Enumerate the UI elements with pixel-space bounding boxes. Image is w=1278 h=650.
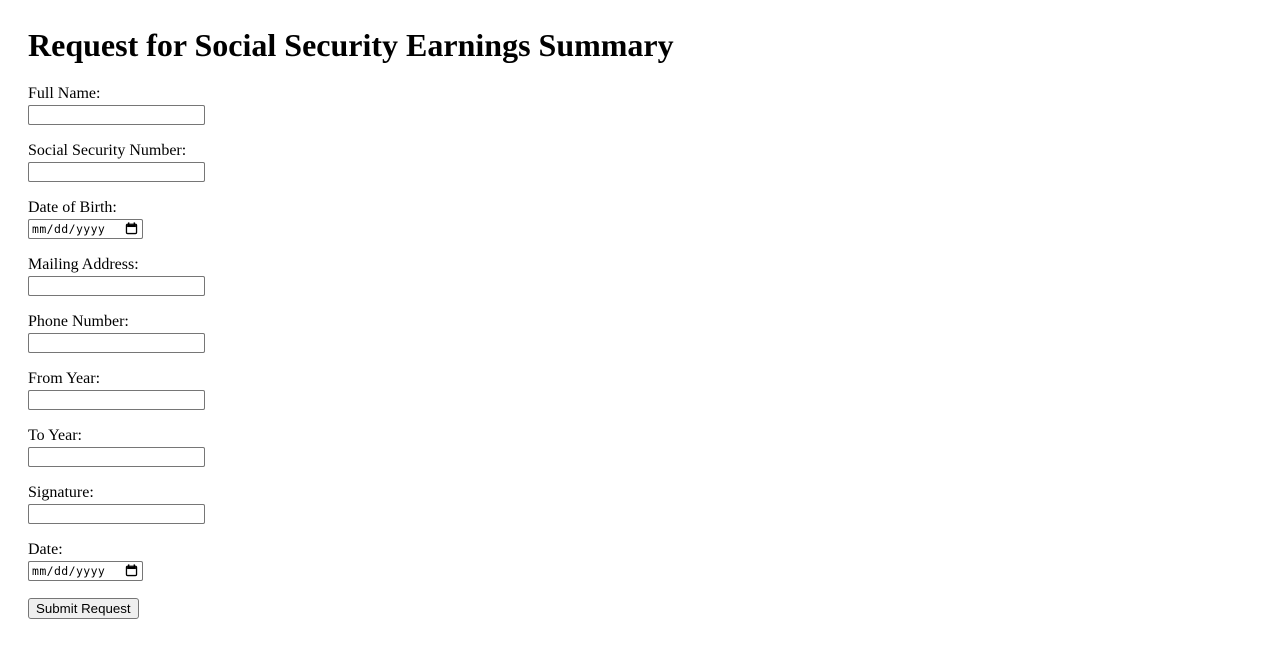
field-mailing-address: Mailing Address: <box>28 256 1258 296</box>
phone-number-input[interactable] <box>28 332 205 353</box>
date-of-birth-input[interactable]: mm/dd/yyyy <box>28 218 143 239</box>
date-placeholder: mm/dd/yyyy <box>32 221 106 236</box>
ssn-input[interactable] <box>28 161 205 182</box>
to-year-input[interactable] <box>28 446 205 467</box>
date-label: Date: <box>28 540 63 558</box>
ssn-label: Social Security Number: <box>28 141 187 159</box>
field-to-year: To Year: <box>28 427 1258 467</box>
field-signature: Signature: <box>28 484 1258 524</box>
mailing-address-input[interactable] <box>28 275 205 296</box>
submit-row: Submit Request <box>28 597 1258 619</box>
field-phone-number: Phone Number: <box>28 313 1258 353</box>
date-of-birth-label: Date of Birth: <box>28 198 117 216</box>
date-placeholder: mm/dd/yyyy <box>32 563 106 578</box>
date-input[interactable]: mm/dd/yyyy <box>28 560 143 581</box>
full-name-label: Full Name: <box>28 84 101 102</box>
mailing-address-label: Mailing Address: <box>28 255 139 273</box>
from-year-label: From Year: <box>28 369 101 387</box>
to-year-label: To Year: <box>28 426 82 444</box>
from-year-input[interactable] <box>28 389 205 410</box>
field-full-name: Full Name: <box>28 85 1258 125</box>
calendar-icon[interactable] <box>125 564 138 577</box>
field-from-year: From Year: <box>28 370 1258 410</box>
field-date-of-birth: Date of Birth: mm/dd/yyyy <box>28 199 1258 239</box>
page-title: Request for Social Security Earnings Sum… <box>28 27 674 63</box>
phone-number-label: Phone Number: <box>28 312 129 330</box>
signature-input[interactable] <box>28 503 205 524</box>
earnings-summary-form: Full Name: Social Security Number: Date … <box>28 85 1258 619</box>
submit-request-button[interactable]: Submit Request <box>28 597 139 619</box>
full-name-input[interactable] <box>28 104 205 125</box>
field-ssn: Social Security Number: <box>28 142 1258 182</box>
field-date: Date: mm/dd/yyyy <box>28 541 1258 581</box>
calendar-icon[interactable] <box>125 222 138 235</box>
signature-label: Signature: <box>28 483 94 501</box>
